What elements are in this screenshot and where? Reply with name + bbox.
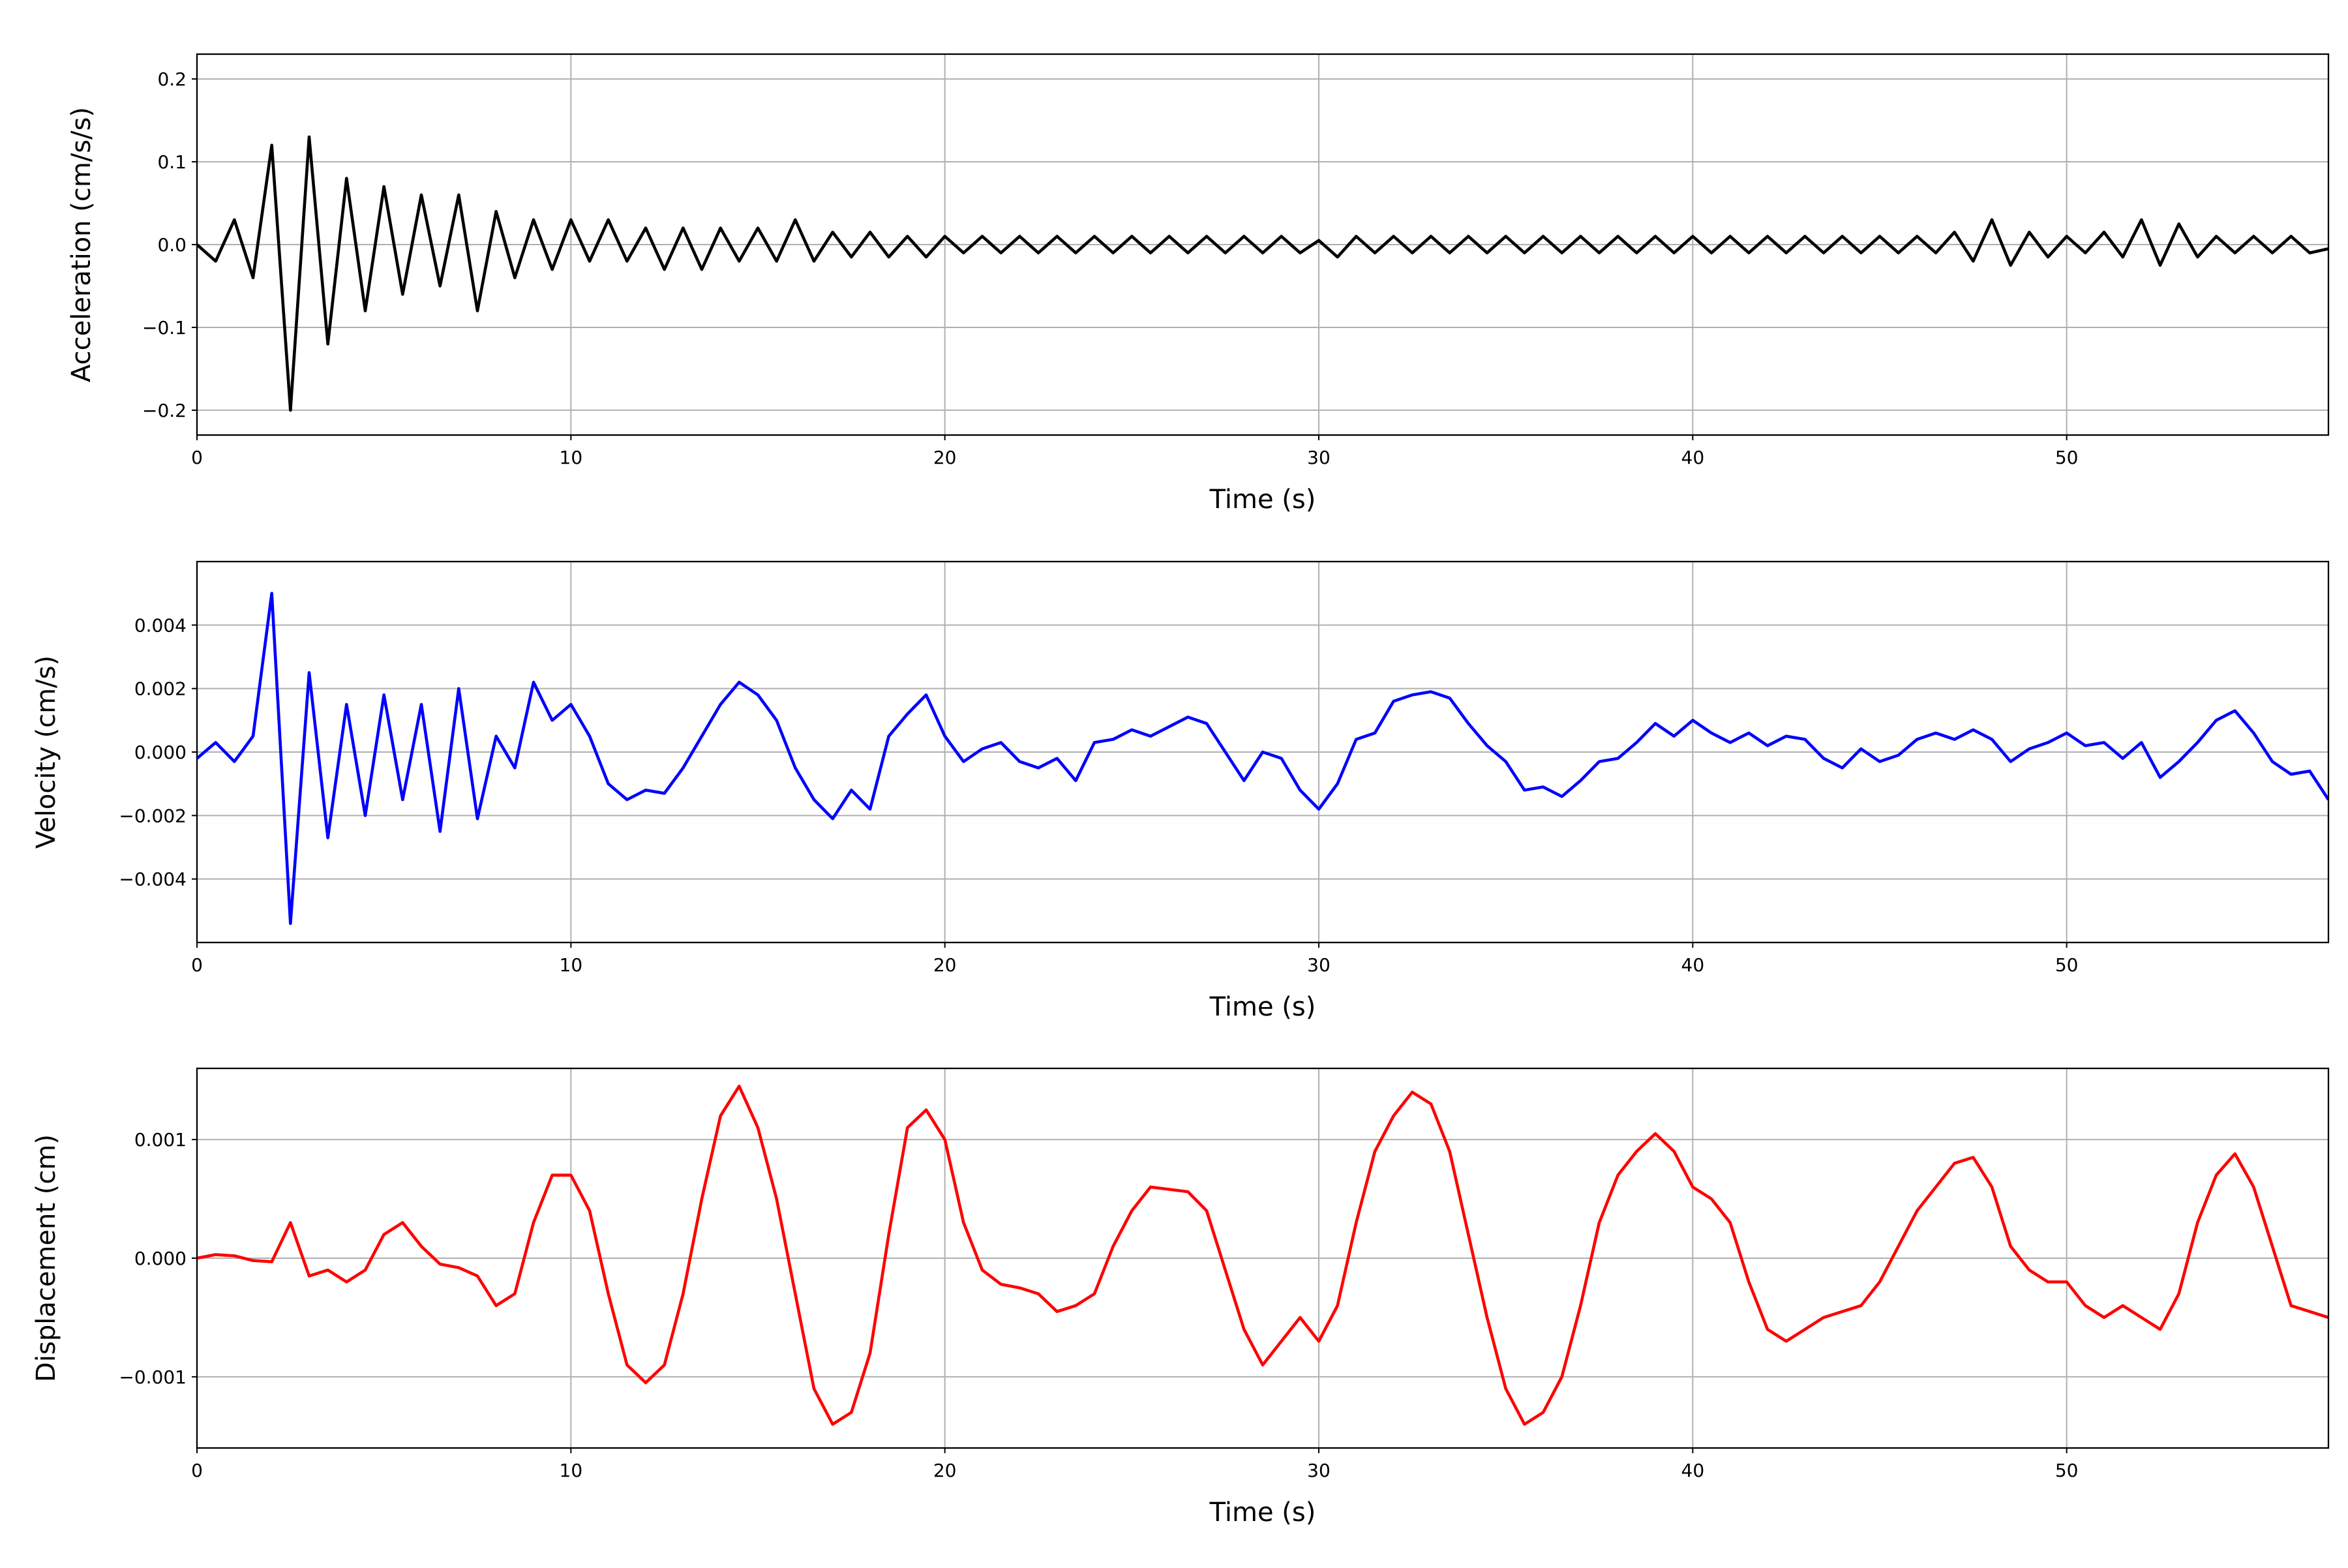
plot-frame [196, 53, 2330, 436]
y-tick-label: 0.000 [134, 742, 187, 763]
x-tick-label: 0 [191, 447, 203, 468]
y-axis-label: Velocity (cm/s) [31, 656, 61, 849]
data-line [197, 135, 2328, 412]
x-tick-label: 50 [2055, 1460, 2079, 1481]
x-tick-label: 20 [933, 447, 957, 468]
x-tick-label: 10 [560, 954, 583, 976]
x-tick-label: 20 [933, 1460, 957, 1481]
y-axis-label: Displacement (cm) [31, 1134, 61, 1382]
y-tick-label: −0.002 [119, 805, 187, 826]
data-line [197, 592, 2328, 926]
x-axis-label: Time (s) [1209, 1498, 1316, 1528]
plot-frame [196, 1067, 2330, 1449]
x-axis-label: Time (s) [1209, 485, 1316, 515]
x-tick-label: 0 [191, 1460, 203, 1481]
y-axis-label: Acceleration (cm/s/s) [67, 107, 97, 382]
y-tick-label: 0.004 [134, 614, 187, 636]
y-tick-label: 0.1 [157, 151, 187, 173]
x-tick-label: 30 [1307, 1460, 1331, 1481]
y-tick-label: 0.000 [134, 1248, 187, 1269]
data-line [197, 1084, 2328, 1426]
x-tick-label: 0 [191, 954, 203, 976]
x-tick-label: 40 [1681, 954, 1705, 976]
y-tick-label: −0.2 [142, 400, 187, 421]
x-tick-label: 10 [560, 447, 583, 468]
y-tick-label: −0.001 [119, 1366, 187, 1388]
x-tick-label: 20 [933, 954, 957, 976]
x-tick-label: 10 [560, 1460, 583, 1481]
y-tick-label: 0.001 [134, 1129, 187, 1151]
x-tick-label: 50 [2055, 447, 2079, 468]
x-tick-label: 50 [2055, 954, 2079, 976]
plot-frame [196, 560, 2330, 944]
y-tick-label: −0.004 [119, 869, 187, 890]
x-tick-label: 30 [1307, 954, 1331, 976]
y-tick-label: −0.1 [142, 317, 187, 339]
y-tick-label: 0.002 [134, 678, 187, 700]
y-tick-label: 0.0 [157, 234, 187, 256]
y-tick-label: 0.2 [157, 68, 187, 90]
x-tick-label: 30 [1307, 447, 1331, 468]
x-tick-label: 40 [1681, 1460, 1705, 1481]
x-tick-label: 40 [1681, 447, 1705, 468]
x-axis-label: Time (s) [1209, 992, 1316, 1022]
